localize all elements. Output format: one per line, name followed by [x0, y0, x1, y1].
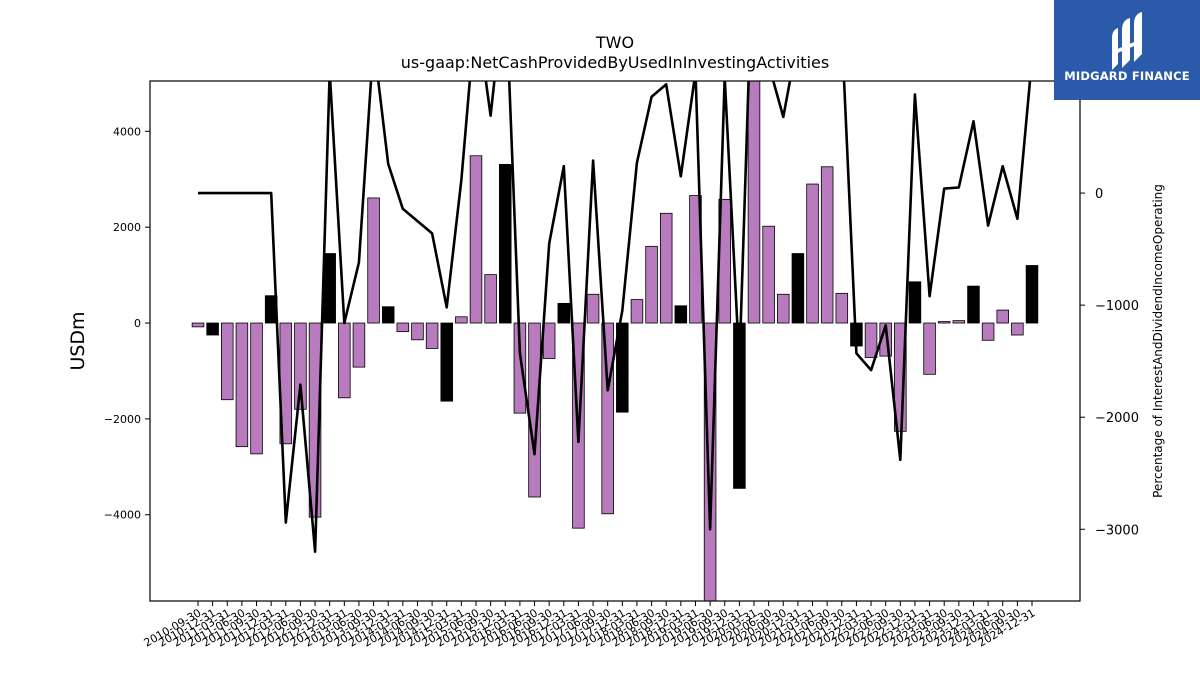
bar-2024-06-30 — [996, 309, 1009, 324]
bar-2015-12-31 — [499, 163, 512, 324]
bar-2014-03-31 — [396, 322, 410, 333]
bar-2020-09-30 — [777, 293, 790, 324]
y2-tick-label: 0 — [1095, 187, 1103, 202]
bar-2022-03-31 — [864, 322, 878, 358]
bar-2021-03-31 — [806, 183, 819, 324]
bar-2012-06-30 — [294, 322, 307, 410]
bar-2020-06-30 — [762, 225, 775, 324]
bar-2015-03-31 — [455, 316, 468, 324]
bar-2018-09-30 — [659, 212, 673, 324]
line-series-path — [198, 81, 1032, 554]
y-tick-label: 0 — [134, 317, 141, 330]
bar-2011-03-31 — [221, 322, 234, 401]
bar-2013-06-30 — [352, 322, 366, 368]
chart-subtitle: us-gaap:NetCashProvidedByUsedInInvesting… — [401, 53, 829, 72]
bar-2010-12-31 — [206, 322, 219, 336]
brand-logo: MIDGARD FINANCE — [1054, 0, 1200, 100]
bar-2024-03-31 — [981, 322, 995, 341]
bar-2014-09-30 — [425, 322, 439, 349]
bar-2017-09-30 — [601, 322, 614, 515]
bar-2013-12-31 — [381, 306, 395, 324]
bar-2021-09-30 — [835, 292, 849, 324]
bar-2017-06-30 — [586, 293, 600, 324]
bar-2017-12-31 — [616, 322, 629, 413]
bar-2024-09-30 — [1011, 322, 1024, 336]
y-tick-label: −4000 — [104, 509, 141, 522]
y2-axis-label: Percentage of InterestAndDividendIncomeO… — [1151, 184, 1165, 498]
bar-2013-09-30 — [367, 197, 380, 324]
chart-title: TWO — [595, 33, 634, 52]
plot-frame — [149, 80, 1081, 602]
bar-2014-12-31 — [440, 322, 453, 402]
bar-2023-06-30 — [937, 321, 951, 324]
x-axis: 2010-09-302010-12-312011-03-312011-06-30… — [142, 601, 1038, 650]
bar-2024-12-31 — [1025, 265, 1039, 324]
bar-2020-03-31 — [747, 81, 761, 324]
bar-2011-06-30 — [235, 322, 249, 448]
y-tick-label: 4000 — [113, 125, 141, 138]
bar-2019-06-30 — [703, 322, 717, 601]
y2-tick-label: −1000 — [1095, 299, 1139, 314]
y2-tick-label: −3000 — [1095, 523, 1139, 538]
bar-2010-09-30 — [191, 322, 205, 328]
y2-tick-label: −2000 — [1095, 411, 1139, 426]
y-tick-label: −2000 — [104, 413, 141, 426]
midgard-logo-icon — [1112, 12, 1142, 70]
bar-2023-09-30 — [952, 320, 966, 324]
bar-2023-03-31 — [923, 322, 936, 375]
bar-2018-12-31 — [674, 305, 688, 324]
bar-2023-12-31 — [967, 285, 980, 324]
bar-2015-06-30 — [469, 155, 483, 324]
bar-2011-09-30 — [250, 322, 263, 455]
bar-2016-09-30 — [542, 322, 556, 359]
line-series — [198, 81, 1032, 554]
bar-2020-12-31 — [791, 253, 805, 324]
bar-2015-09-30 — [484, 274, 497, 324]
bar-2022-12-31 — [908, 281, 922, 324]
bar-2012-12-31 — [323, 253, 336, 324]
bar-2014-06-30 — [411, 322, 424, 341]
bar-2013-03-31 — [338, 322, 351, 399]
right-y-axis: −3000−2000−100001000 — [1080, 75, 1139, 538]
bar-2018-06-30 — [645, 245, 658, 324]
y-tick-label: 2000 — [113, 221, 141, 234]
bar-2021-06-30 — [820, 166, 834, 324]
left-y-axis: −4000 −2000 0 2000 4000 — [104, 125, 150, 522]
y-axis-label: USDm — [67, 311, 89, 370]
logo-text: MIDGARD FINANCE — [1064, 69, 1190, 83]
bar-2018-03-31 — [630, 299, 644, 324]
bar-2016-12-31 — [557, 302, 571, 324]
bar-2019-12-31 — [733, 322, 746, 489]
bar-series — [191, 81, 1039, 601]
